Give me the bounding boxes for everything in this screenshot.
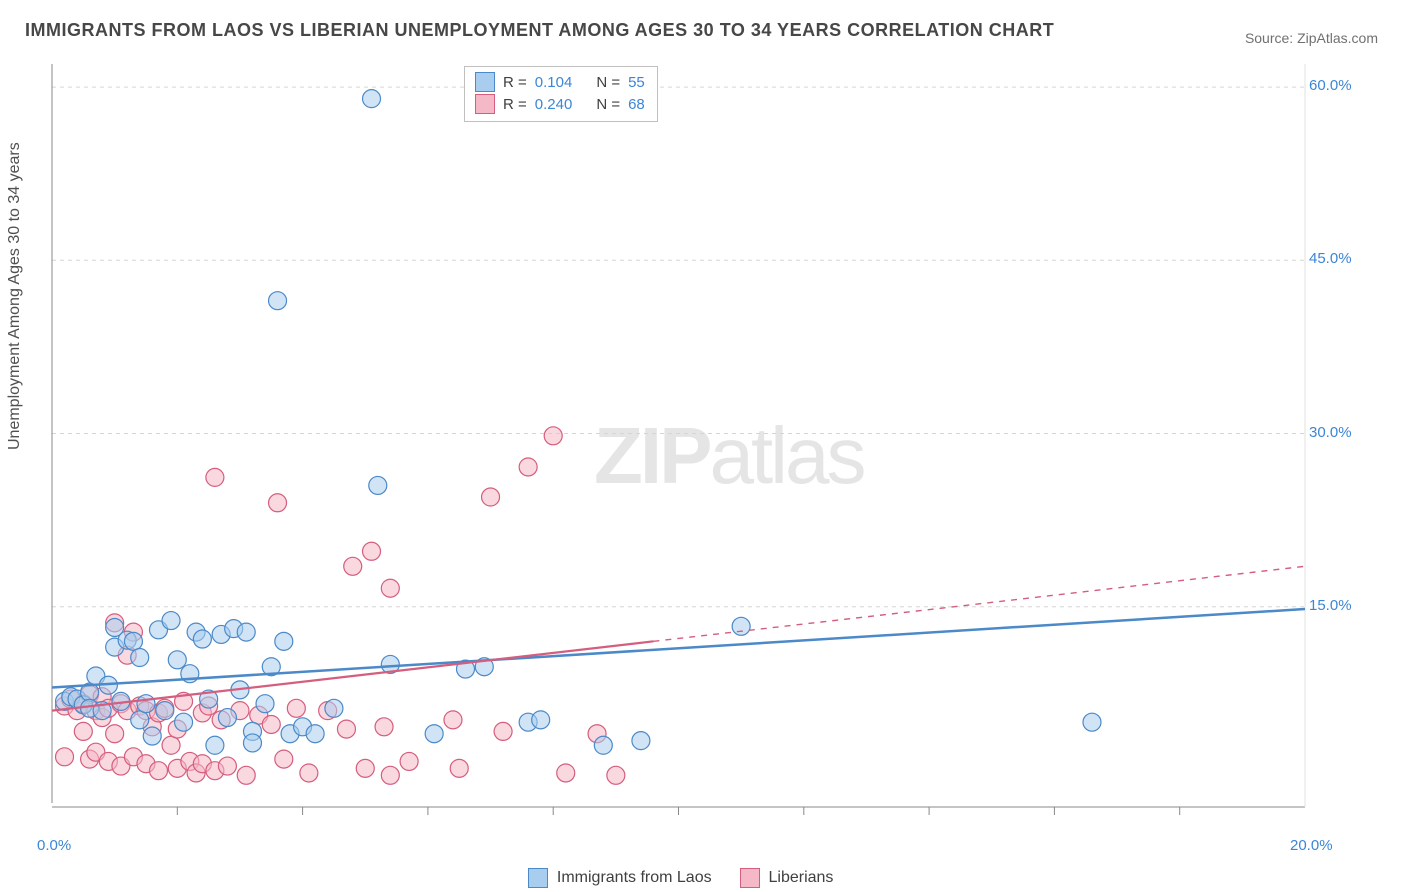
y-tick-label: 60.0%: [1309, 77, 1352, 94]
legend-row-laos: R = 0.104 N = 55: [475, 71, 645, 93]
legend-swatch-laos: [475, 72, 495, 92]
y-tick-label: 15.0%: [1309, 597, 1352, 614]
legend-item-laos: Immigrants from Laos: [528, 868, 712, 888]
source-prefix: Source:: [1245, 30, 1297, 46]
legend-r-label: R =: [503, 74, 527, 91]
legend-label-laos: Immigrants from Laos: [557, 869, 712, 886]
legend-swatch-liberians: [475, 94, 495, 114]
y-tick-label: 45.0%: [1309, 250, 1352, 267]
legend-n-label: N =: [596, 96, 620, 113]
source-attribution: Source: ZipAtlas.com: [1245, 30, 1378, 46]
x-tick-label: 0.0%: [37, 837, 71, 854]
x-tick-label: 20.0%: [1290, 837, 1333, 854]
legend-row-liberians: R = 0.240 N = 68: [475, 93, 645, 115]
legend-n-value-liberians: 68: [628, 96, 645, 113]
legend-item-liberians: Liberians: [740, 868, 834, 888]
chart-container: IMMIGRANTS FROM LAOS VS LIBERIAN UNEMPLO…: [0, 0, 1406, 892]
legend-n-label: N =: [596, 74, 620, 91]
legend-series: Immigrants from Laos Liberians: [528, 868, 833, 888]
legend-label-liberians: Liberians: [769, 869, 834, 886]
legend-correlation: R = 0.104 N = 55 R = 0.240 N = 68: [464, 66, 658, 122]
chart-title: IMMIGRANTS FROM LAOS VS LIBERIAN UNEMPLO…: [25, 20, 1054, 41]
legend-swatch-laos: [528, 868, 548, 888]
y-axis-label: Unemployment Among Ages 30 to 34 years: [6, 142, 24, 450]
legend-swatch-liberians: [740, 868, 760, 888]
legend-n-value-laos: 55: [628, 74, 645, 91]
legend-r-value-laos: 0.104: [535, 74, 573, 91]
legend-r-label: R =: [503, 96, 527, 113]
legend-r-value-liberians: 0.240: [535, 96, 573, 113]
chart-svg: [48, 60, 1353, 815]
source-link[interactable]: ZipAtlas.com: [1297, 30, 1378, 46]
y-tick-label: 30.0%: [1309, 424, 1352, 441]
